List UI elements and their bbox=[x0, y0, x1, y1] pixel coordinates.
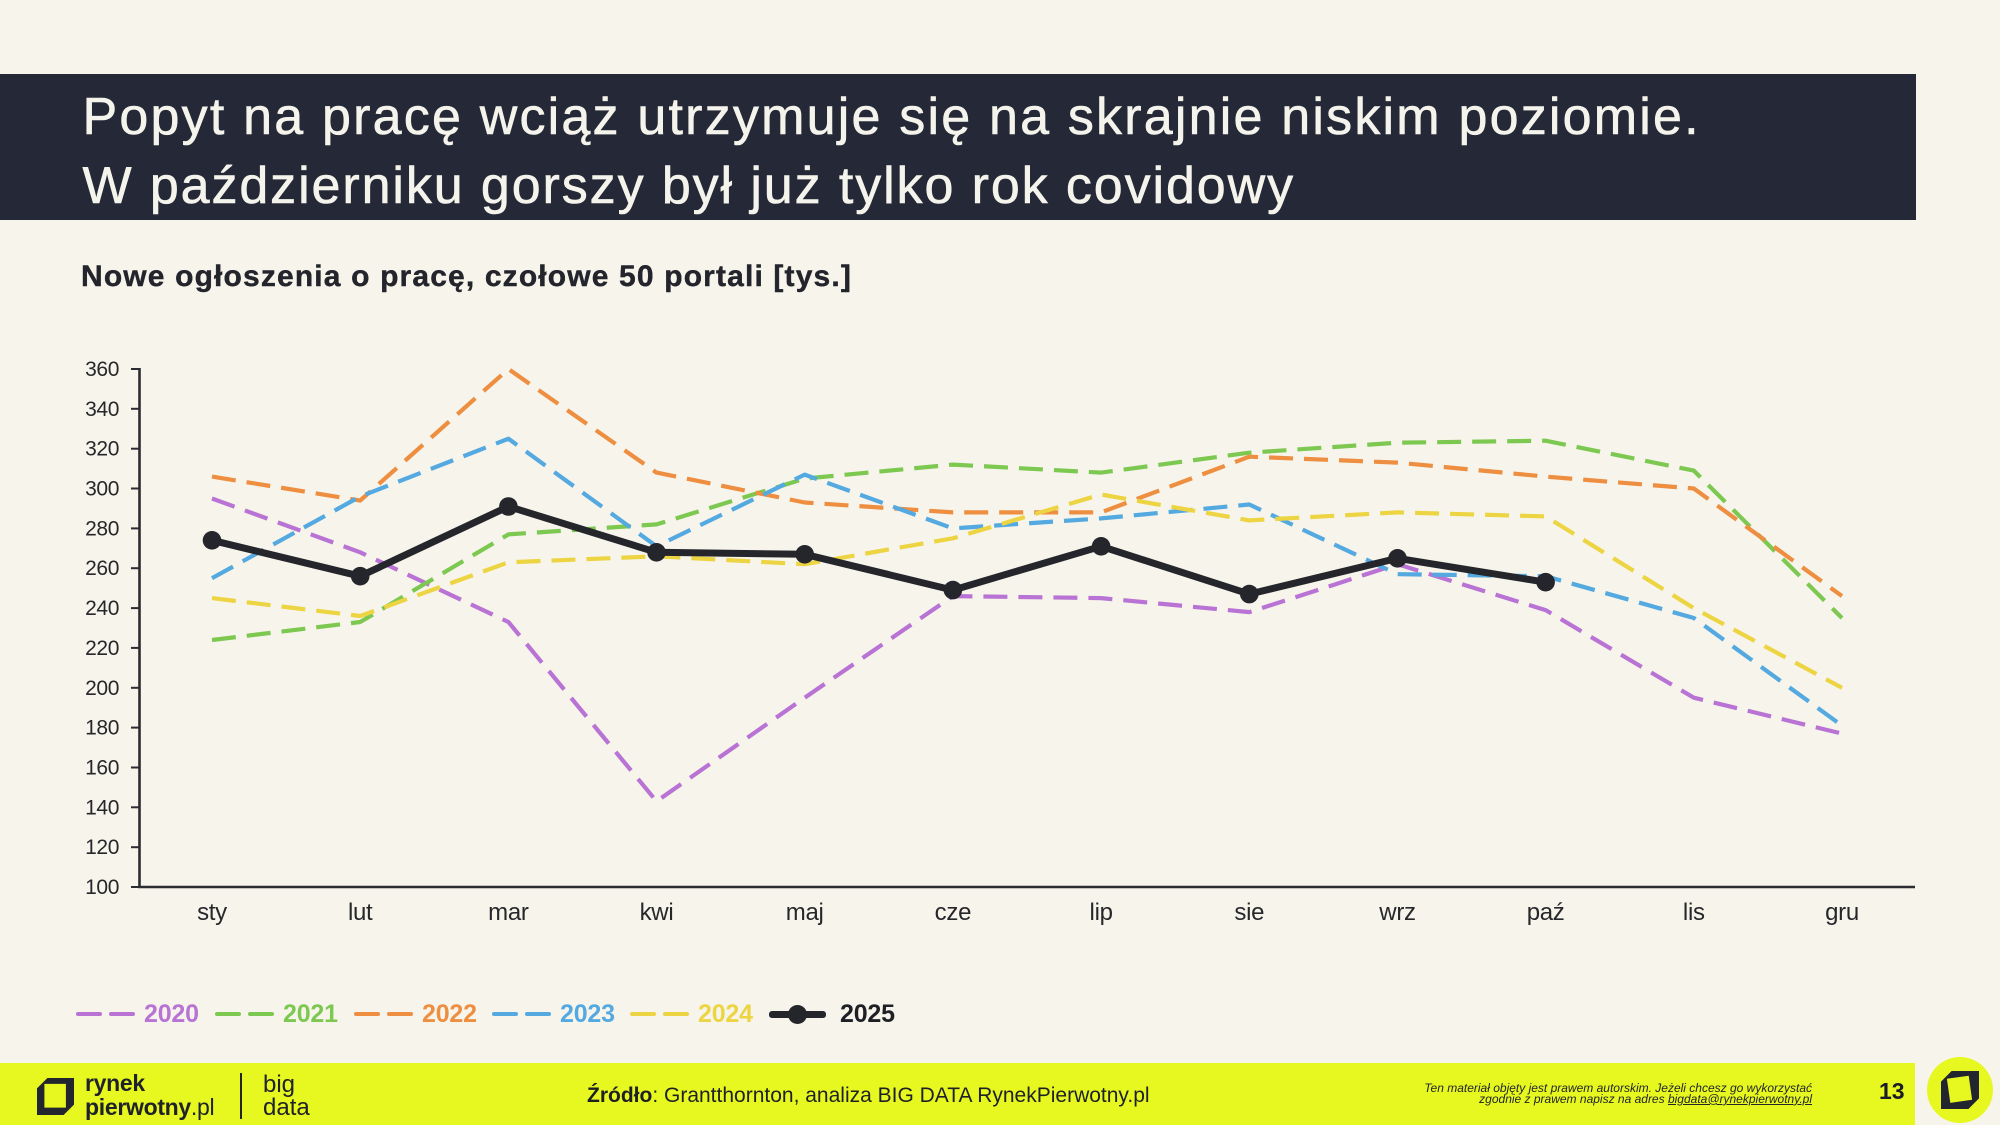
svg-text:260: 260 bbox=[85, 557, 119, 580]
svg-text:mar: mar bbox=[488, 899, 529, 926]
svg-text:sie: sie bbox=[1234, 899, 1264, 926]
svg-text:wrz: wrz bbox=[1378, 899, 1415, 926]
svg-text:220: 220 bbox=[85, 637, 119, 660]
svg-text:160: 160 bbox=[85, 757, 119, 780]
svg-text:320: 320 bbox=[85, 438, 119, 461]
svg-text:lut: lut bbox=[348, 899, 373, 926]
svg-text:sty: sty bbox=[197, 899, 227, 926]
svg-text:maj: maj bbox=[786, 899, 824, 926]
svg-text:120: 120 bbox=[85, 836, 119, 859]
svg-text:280: 280 bbox=[85, 517, 119, 540]
svg-text:200: 200 bbox=[85, 677, 119, 700]
svg-text:360: 360 bbox=[85, 358, 119, 381]
svg-text:300: 300 bbox=[85, 478, 119, 501]
svg-text:lip: lip bbox=[1090, 899, 1113, 926]
svg-text:240: 240 bbox=[85, 597, 119, 620]
svg-text:lis: lis bbox=[1683, 899, 1705, 926]
svg-text:340: 340 bbox=[85, 398, 119, 421]
svg-text:gru: gru bbox=[1825, 899, 1859, 926]
svg-text:cze: cze bbox=[935, 899, 971, 926]
svg-text:kwi: kwi bbox=[640, 899, 674, 926]
svg-text:180: 180 bbox=[85, 717, 119, 740]
svg-text:100: 100 bbox=[85, 876, 119, 899]
svg-text:140: 140 bbox=[85, 796, 119, 819]
svg-text:paź: paź bbox=[1527, 899, 1565, 926]
